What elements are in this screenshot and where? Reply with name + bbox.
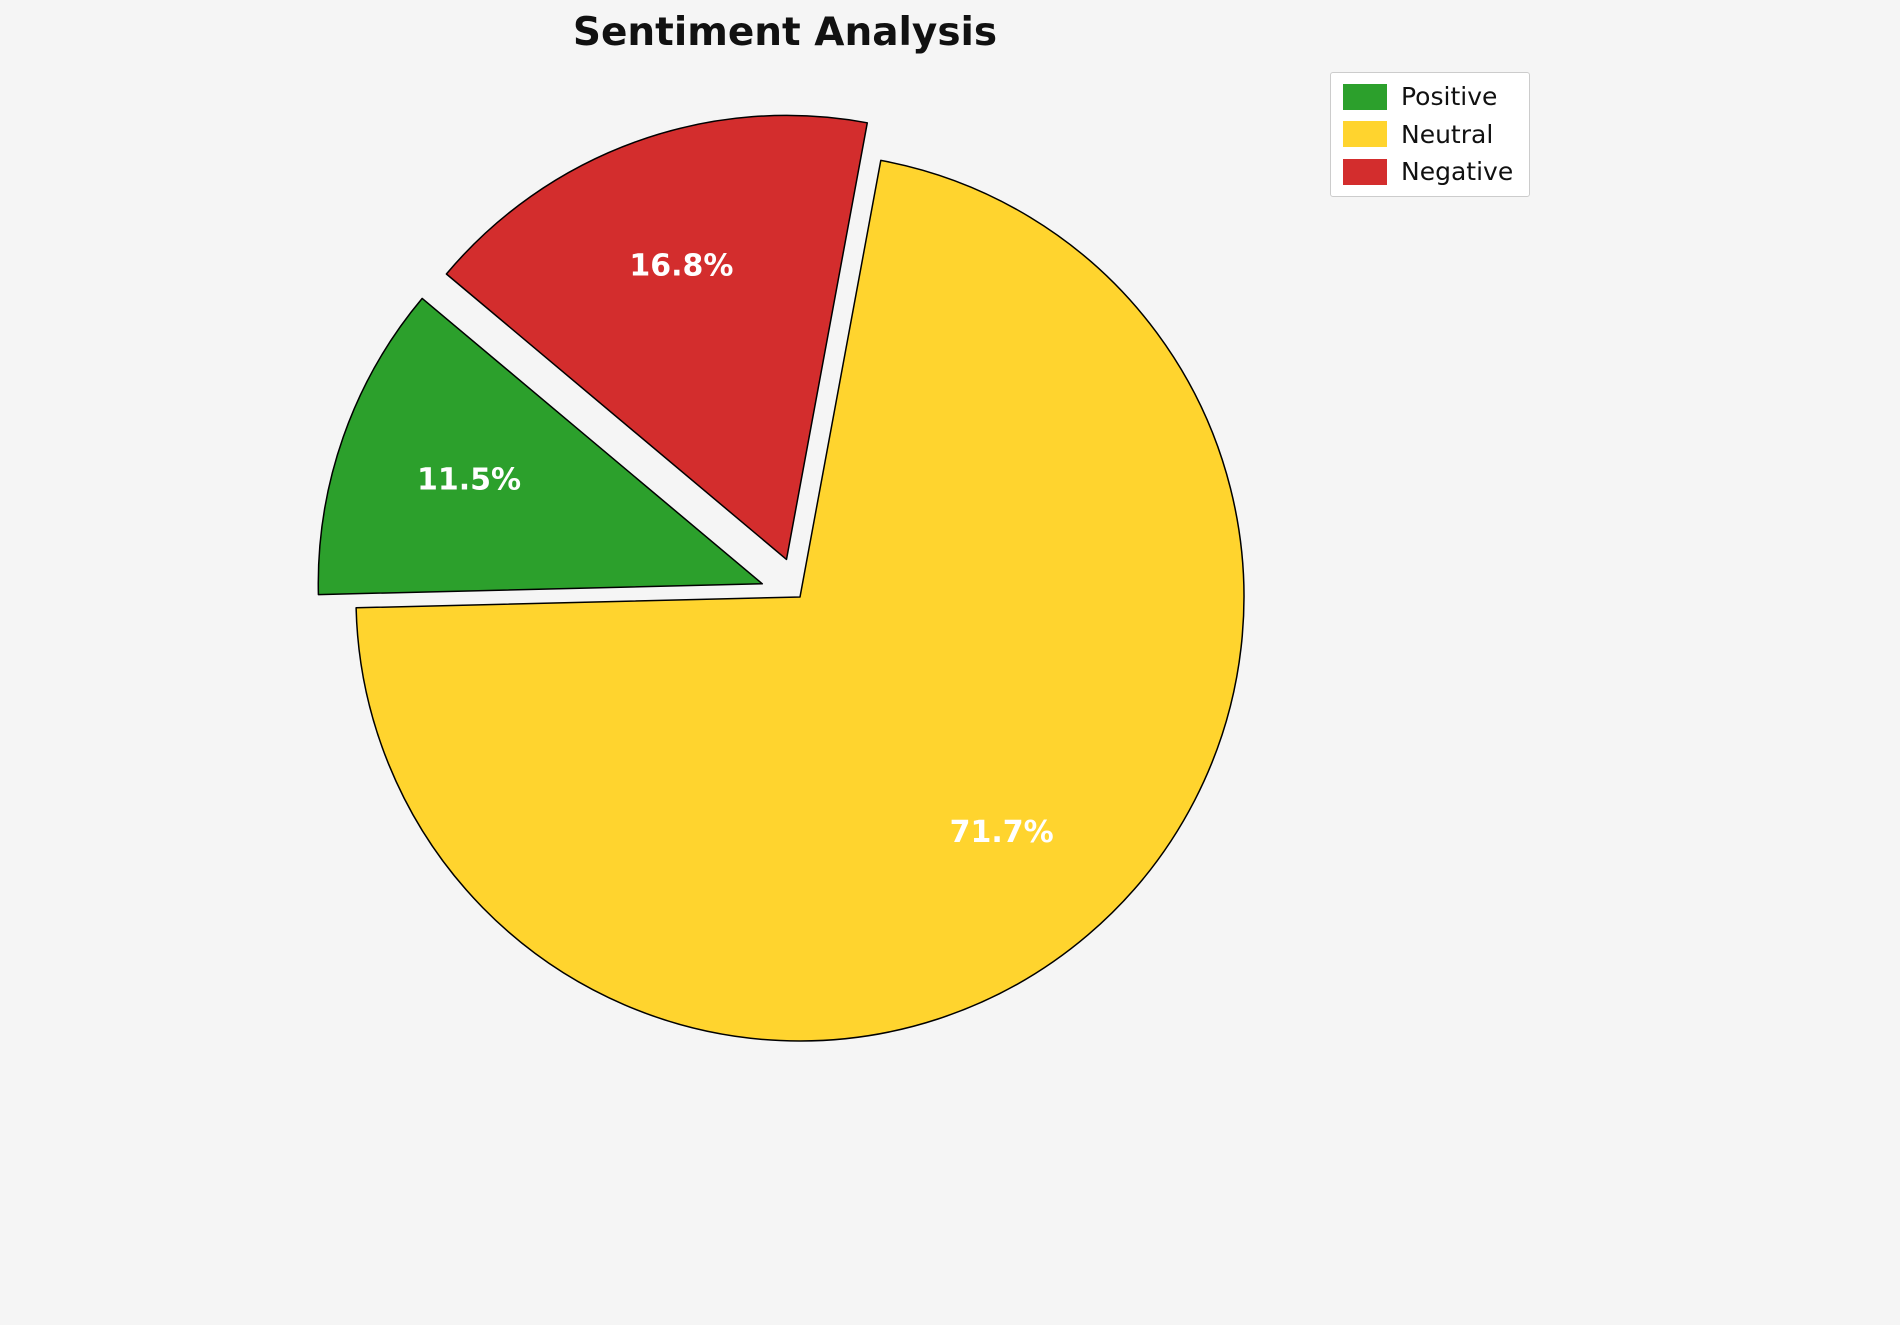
pct-label-negative: 16.8% bbox=[629, 248, 733, 283]
legend-label-positive: Positive bbox=[1401, 82, 1498, 111]
pct-label-positive: 11.5% bbox=[417, 463, 521, 498]
legend-item-neutral: Neutral bbox=[1343, 119, 1513, 149]
legend-swatch-negative bbox=[1343, 158, 1387, 185]
pie-slice-negative bbox=[445, 114, 869, 561]
chart-title: Sentiment Analysis bbox=[572, 10, 998, 55]
legend: Positive Neutral Negative bbox=[1330, 72, 1531, 197]
legend-item-negative: Negative bbox=[1343, 158, 1513, 186]
legend-label-neutral: Neutral bbox=[1401, 119, 1494, 149]
pie-slice-positive bbox=[317, 297, 764, 596]
pct-label-neutral: 71.7% bbox=[950, 815, 1054, 850]
legend-swatch-neutral bbox=[1343, 121, 1387, 148]
pie-slice-neutral bbox=[355, 159, 1245, 1042]
legend-swatch-positive bbox=[1343, 83, 1387, 110]
legend-item-positive: Positive bbox=[1343, 83, 1513, 111]
legend-label-negative: Negative bbox=[1401, 157, 1514, 186]
